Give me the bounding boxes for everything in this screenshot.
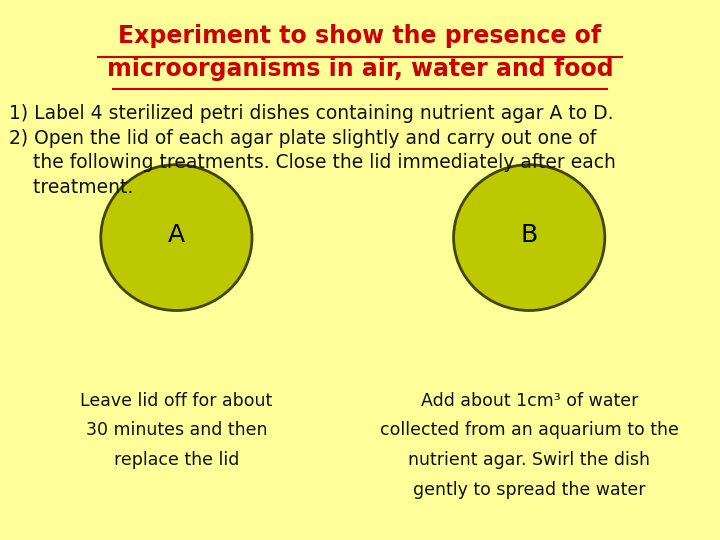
- Text: microorganisms in air, water and food: microorganisms in air, water and food: [107, 57, 613, 80]
- Text: 30 minutes and then: 30 minutes and then: [86, 421, 267, 439]
- Ellipse shape: [101, 165, 252, 310]
- Text: A: A: [168, 223, 185, 247]
- Text: Experiment to show the presence of: Experiment to show the presence of: [118, 24, 602, 48]
- Text: 1) Label 4 sterilized petri dishes containing nutrient agar A to D.: 1) Label 4 sterilized petri dishes conta…: [9, 104, 613, 123]
- Text: 2) Open the lid of each agar plate slightly and carry out one of: 2) Open the lid of each agar plate sligh…: [9, 129, 596, 147]
- Text: gently to spread the water: gently to spread the water: [413, 481, 645, 498]
- Text: Add about 1cm³ of water: Add about 1cm³ of water: [420, 392, 638, 409]
- Text: nutrient agar. Swirl the dish: nutrient agar. Swirl the dish: [408, 451, 650, 469]
- Text: the following treatments. Close the lid immediately after each: the following treatments. Close the lid …: [9, 153, 616, 172]
- Text: collected from an aquarium to the: collected from an aquarium to the: [379, 421, 679, 439]
- Text: B: B: [521, 223, 538, 247]
- Text: treatment.: treatment.: [9, 178, 133, 197]
- Ellipse shape: [454, 165, 605, 310]
- Text: Leave lid off for about: Leave lid off for about: [80, 392, 273, 409]
- Text: replace the lid: replace the lid: [114, 451, 239, 469]
